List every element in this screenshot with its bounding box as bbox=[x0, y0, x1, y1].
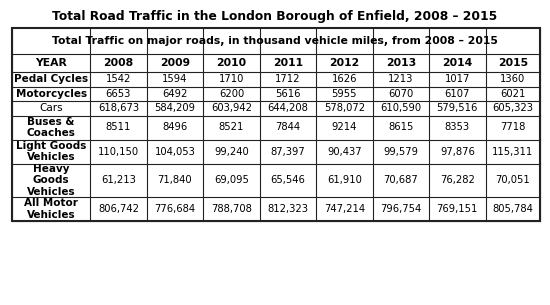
Text: 584,209: 584,209 bbox=[155, 103, 195, 113]
Text: 8496: 8496 bbox=[162, 123, 188, 132]
Text: Pedal Cycles: Pedal Cycles bbox=[14, 74, 88, 84]
Text: 8521: 8521 bbox=[219, 123, 244, 132]
Text: 603,942: 603,942 bbox=[211, 103, 252, 113]
Text: 747,214: 747,214 bbox=[324, 204, 365, 214]
Text: 70,051: 70,051 bbox=[496, 175, 530, 185]
Text: 806,742: 806,742 bbox=[98, 204, 139, 214]
Text: Light Goods
Vehicles: Light Goods Vehicles bbox=[16, 141, 86, 162]
Text: 70,687: 70,687 bbox=[383, 175, 418, 185]
Text: 1626: 1626 bbox=[332, 74, 357, 84]
Text: Heavy
Goods
Vehicles: Heavy Goods Vehicles bbox=[27, 164, 75, 197]
Text: 61,213: 61,213 bbox=[101, 175, 136, 185]
Text: Total Road Traffic in the London Borough of Enfield, 2008 – 2015: Total Road Traffic in the London Borough… bbox=[52, 9, 498, 23]
Text: 1360: 1360 bbox=[500, 74, 525, 84]
Text: 1710: 1710 bbox=[219, 74, 244, 84]
Text: 610,590: 610,590 bbox=[380, 103, 421, 113]
Text: 2013: 2013 bbox=[386, 58, 416, 68]
Text: 6200: 6200 bbox=[219, 89, 244, 99]
Text: 8615: 8615 bbox=[388, 123, 414, 132]
Text: 110,150: 110,150 bbox=[98, 146, 139, 156]
Text: 8511: 8511 bbox=[106, 123, 131, 132]
Text: 1594: 1594 bbox=[162, 74, 188, 84]
Text: 2009: 2009 bbox=[160, 58, 190, 68]
Text: 2012: 2012 bbox=[329, 58, 360, 68]
Text: 61,910: 61,910 bbox=[327, 175, 362, 185]
Text: 578,072: 578,072 bbox=[324, 103, 365, 113]
Text: Buses &
Coaches: Buses & Coaches bbox=[26, 117, 75, 138]
Text: 97,876: 97,876 bbox=[440, 146, 475, 156]
Text: 8353: 8353 bbox=[445, 123, 470, 132]
Bar bbox=[12, 28, 540, 221]
Text: 5616: 5616 bbox=[275, 89, 301, 99]
Text: 7718: 7718 bbox=[500, 123, 525, 132]
Text: 6653: 6653 bbox=[106, 89, 131, 99]
Text: 2015: 2015 bbox=[498, 58, 528, 68]
Text: 99,240: 99,240 bbox=[214, 146, 249, 156]
Text: 1542: 1542 bbox=[106, 74, 131, 84]
Text: Motorcycles: Motorcycles bbox=[15, 89, 87, 99]
Text: 69,095: 69,095 bbox=[214, 175, 249, 185]
Text: 87,397: 87,397 bbox=[271, 146, 305, 156]
Text: 6107: 6107 bbox=[445, 89, 470, 99]
Text: 2014: 2014 bbox=[442, 58, 472, 68]
Text: 76,282: 76,282 bbox=[440, 175, 475, 185]
Text: 776,684: 776,684 bbox=[155, 204, 195, 214]
Text: 644,208: 644,208 bbox=[267, 103, 309, 113]
Text: 65,546: 65,546 bbox=[271, 175, 305, 185]
Text: 2008: 2008 bbox=[103, 58, 134, 68]
Text: 71,840: 71,840 bbox=[158, 175, 192, 185]
Text: 605,323: 605,323 bbox=[492, 103, 534, 113]
Bar bbox=[12, 28, 540, 221]
Text: 9214: 9214 bbox=[332, 123, 357, 132]
Text: 812,323: 812,323 bbox=[267, 204, 309, 214]
Text: YEAR: YEAR bbox=[35, 58, 67, 68]
Text: 2010: 2010 bbox=[216, 58, 246, 68]
Text: 6070: 6070 bbox=[388, 89, 414, 99]
Text: All Motor
Vehicles: All Motor Vehicles bbox=[24, 198, 78, 220]
Text: 618,673: 618,673 bbox=[98, 103, 139, 113]
Text: 579,516: 579,516 bbox=[437, 103, 478, 113]
Text: 1017: 1017 bbox=[445, 74, 470, 84]
Text: 769,151: 769,151 bbox=[437, 204, 478, 214]
Text: 1213: 1213 bbox=[388, 74, 414, 84]
Text: 7844: 7844 bbox=[276, 123, 300, 132]
Text: 6021: 6021 bbox=[500, 89, 525, 99]
Bar bbox=[12, 28, 540, 54]
Text: 2011: 2011 bbox=[273, 58, 303, 68]
Text: 90,437: 90,437 bbox=[327, 146, 362, 156]
Text: Cars: Cars bbox=[39, 103, 63, 113]
Text: 115,311: 115,311 bbox=[492, 146, 534, 156]
Text: 5955: 5955 bbox=[332, 89, 357, 99]
Text: Total Traffic on major roads, in thousand vehicle miles, from 2008 – 2015: Total Traffic on major roads, in thousan… bbox=[52, 36, 498, 46]
Text: 1712: 1712 bbox=[275, 74, 301, 84]
Text: 99,579: 99,579 bbox=[383, 146, 419, 156]
Text: 104,053: 104,053 bbox=[155, 146, 195, 156]
Text: 796,754: 796,754 bbox=[380, 204, 421, 214]
Text: 6492: 6492 bbox=[162, 89, 188, 99]
Text: 788,708: 788,708 bbox=[211, 204, 252, 214]
Text: 805,784: 805,784 bbox=[492, 204, 534, 214]
